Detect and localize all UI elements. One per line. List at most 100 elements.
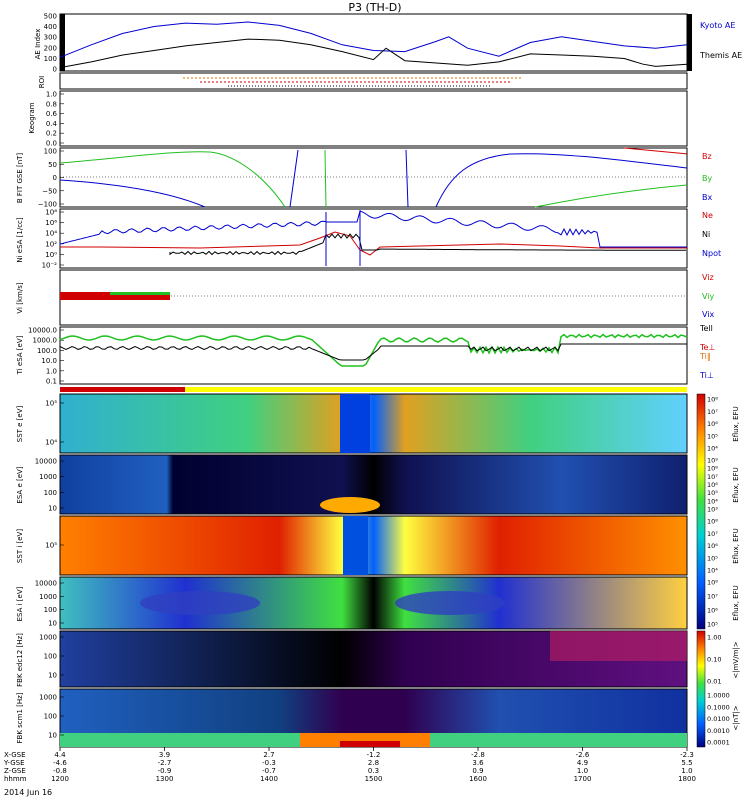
fbk-b-lowband-max [340, 741, 400, 747]
zlabel-esa-e: Eflux, EFU [732, 467, 740, 502]
bfit-ytick: −100 [38, 201, 57, 209]
esa-e-ytick: 10000 [35, 458, 57, 466]
bfit-ylabel: B FIT GSE [nT] [16, 153, 24, 204]
panel-roi: ROI [38, 72, 688, 90]
keogram-ylabel: Keogram [28, 102, 36, 133]
legend-tell: Tell [699, 324, 713, 333]
kyoto-ae-line [59, 21, 688, 58]
xaxis-tick-label: 1500 [365, 775, 383, 783]
esa-e-ytick: 100 [44, 489, 57, 497]
sst-e-ytick: 10⁴ [45, 439, 57, 447]
esa-i-ytick: 1000 [39, 593, 57, 601]
plot-title: P3 (TH-D) [348, 1, 401, 14]
legend-viy: Viy [702, 292, 715, 301]
sst-e-ylabel: SST e [eV] [16, 405, 24, 442]
panel-esa-ion: ESA i [eV] [16, 576, 688, 630]
velocity-ylabel: Vi [km/s] [16, 282, 24, 313]
keogram-ytick: 0.6 [46, 110, 58, 118]
legend-npot: Npot [702, 249, 721, 258]
by-line [59, 149, 327, 208]
fbk-b-ylabel: FBK scm1 [Hz] [16, 692, 24, 743]
temperature-ytick: 0.1 [46, 378, 57, 386]
legend-vix: Vix [702, 310, 715, 319]
roi-ylabel: ROI [38, 76, 46, 88]
zlabel-esa-i: Eflux, EFU [732, 585, 740, 620]
npot-line [59, 210, 687, 248]
legend-viz: Viz [702, 273, 714, 282]
temperature-ytick: 1000.0 [33, 337, 58, 345]
tell-line [59, 343, 687, 361]
colorbar-ztick: 0.10 [707, 656, 721, 664]
colorbar-ztick: 0.0100 [707, 715, 730, 723]
legend-ne: Ne [702, 211, 713, 220]
fbk-e-ytick: 10 [48, 672, 57, 680]
panel-temperature: 10000.0 1000.0 100.0 10.0 1.0 0.1 Ti eSA [eV]… [16, 324, 715, 386]
legend-bx: Bx [702, 193, 712, 202]
density-ytick: 10⁰ [45, 251, 57, 259]
zlabel-sst-e: Eflux, EFU [732, 406, 740, 441]
temperature-ytick: 1.0 [46, 367, 57, 375]
ae-ytick: 300 [44, 34, 57, 42]
colorbar-ztick: 10⁸ [707, 579, 718, 587]
xaxis-tick-label: -2.3 [680, 751, 694, 759]
esa-e-ytick: 1000 [39, 473, 57, 481]
colorbar-ztick: 10⁵ [707, 554, 718, 562]
xaxis-tick-label: 2.7 [263, 751, 274, 759]
fbk-e-ylabel: FBK edc12 [Hz] [16, 633, 24, 687]
legend-ti-par: Ti‖ [699, 352, 711, 361]
panel-b-fit: 100 50 0 −50 −100 B FIT GSE [nT] Bz By Bx [16, 147, 712, 209]
colorbar-ztick: 10⁹ [707, 457, 718, 465]
panel-velocity: Vi [km/s] Viz Viy Vix [16, 269, 715, 326]
colorbar-ztick: 10⁸ [707, 465, 718, 473]
ae-ytick: 100 [44, 55, 57, 63]
xaxis-tick-label: 1.0 [681, 767, 692, 775]
ae-data-strip-right [687, 14, 692, 71]
xaxis-tick-label: 2.8 [368, 759, 379, 767]
colorbar-ztick: 10⁴ [707, 445, 718, 453]
bfit-ytick: 100 [44, 148, 57, 156]
colorbar-ztick: 0.0010 [707, 727, 730, 735]
colorbar-ztick: 1.00 [707, 634, 721, 642]
colorbar-ztick: 10⁶ [707, 481, 718, 489]
fbk-b-ytick: 1000 [39, 694, 57, 702]
temperature-ytick: 100.0 [37, 347, 57, 355]
ae-ytick: 500 [44, 13, 57, 21]
date-label: 2014 Jun 16 [4, 788, 52, 797]
colorbar-ztick: 0.01 [707, 678, 721, 686]
xaxis-tick-label: 1300 [156, 775, 174, 783]
bz-line [624, 147, 688, 155]
ae-data-strip [60, 14, 65, 71]
colorbar-ztick: 10⁵ [707, 432, 718, 440]
legend-bz: Bz [702, 152, 712, 161]
xaxis-tick-label: -2.7 [158, 759, 172, 767]
ae-ylabel: AE Index [34, 29, 42, 60]
panel-fbk-bfield: FBK scm1 [Hz] [16, 688, 688, 748]
xaxis-tick-label: 1600 [469, 775, 487, 783]
colorbar-ztick: 10⁷ [707, 408, 718, 416]
legend-ni: Ni [702, 230, 710, 239]
temperature-ytick: 10000.0 [28, 327, 57, 335]
panel-keogram: 1.00.8 0.6 0.4 0.2 0.0 Keogram [28, 90, 688, 148]
colorbar-ztick: 10⁸ [707, 396, 718, 404]
xaxis-tick-label: 4.9 [577, 759, 588, 767]
legend-kyoto-ae: Kyoto AE [700, 21, 735, 30]
colorbar-ztick: 10⁴ [707, 497, 718, 505]
esa-i-blob-2 [395, 591, 505, 615]
esa-e-ylabel: ESA e [eV] [16, 466, 24, 503]
ni-line [169, 233, 686, 256]
xaxis-tick-label: -0.7 [262, 767, 276, 775]
velocity-viy-band [110, 292, 170, 295]
keogram-ytick: 0.2 [46, 130, 57, 138]
density-ytick: 10⁶ [45, 219, 57, 227]
xaxis-tick-label: -2.6 [576, 751, 590, 759]
fbk-b-ytick: 100 [44, 713, 57, 721]
xaxis-row-label: X-GSE [4, 751, 26, 759]
panel-sst-electron: SST e [eV] [16, 393, 688, 454]
keogram-ytick: 0.8 [46, 100, 57, 108]
keogram-ytick: 0.4 [46, 120, 58, 128]
xaxis-tick-label: -0.3 [262, 759, 276, 767]
by-line-late [534, 184, 688, 208]
xaxis-tick-label: 1.0 [577, 767, 588, 775]
sst-i-ytick: 10⁵ [45, 542, 57, 550]
